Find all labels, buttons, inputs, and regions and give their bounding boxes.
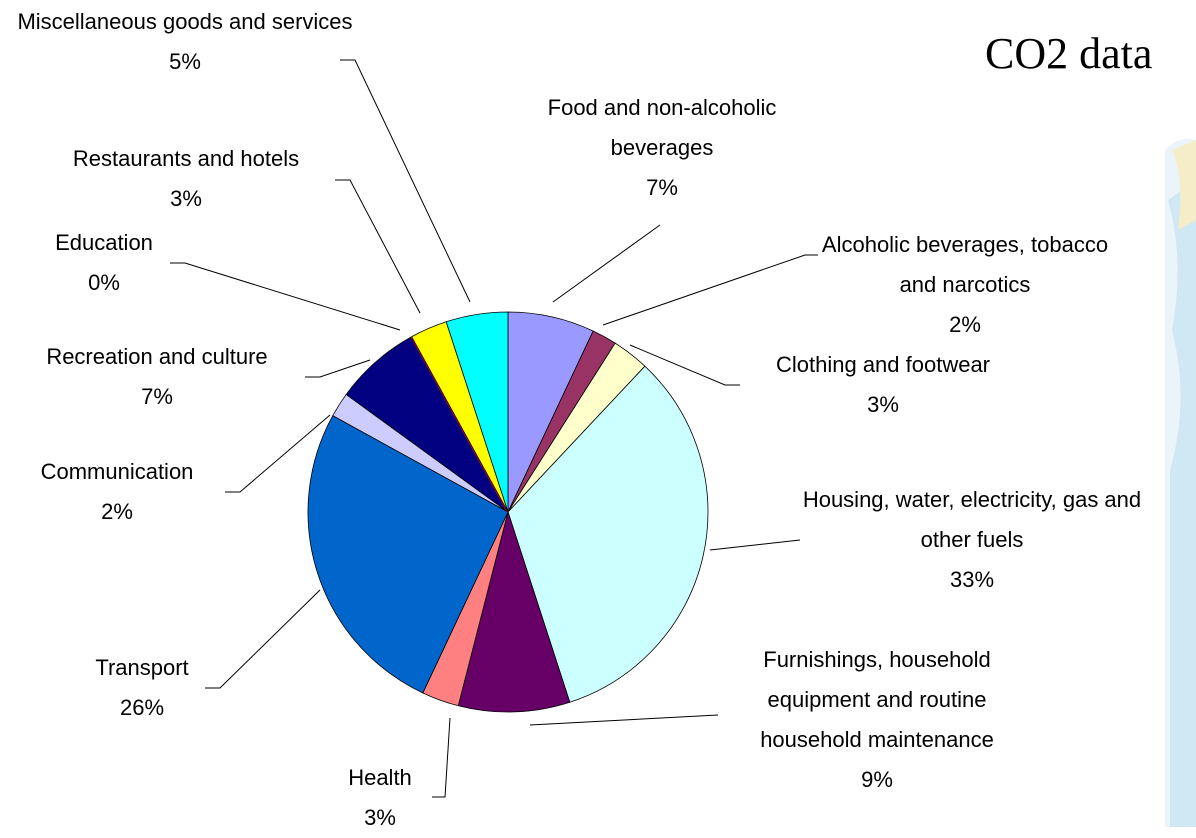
slice-value-label: 3% bbox=[364, 805, 396, 830]
slice-label: Recreation and culture 7% bbox=[7, 337, 307, 417]
leader-line bbox=[529, 714, 719, 726]
leader-line bbox=[335, 179, 421, 314]
leader-line bbox=[709, 539, 801, 551]
chart-title: CO2 data bbox=[985, 29, 1153, 78]
pie-slice bbox=[307, 415, 509, 694]
slice-value-label: 26% bbox=[119, 695, 165, 720]
leader-line bbox=[225, 414, 331, 493]
slice-label: Restaurants and hotels 3% bbox=[31, 139, 341, 219]
pie-slice bbox=[457, 510, 571, 713]
slice-name: Food and non-alcoholic beverages bbox=[547, 95, 777, 160]
pie-slice bbox=[507, 365, 709, 703]
slice-label: Furnishings, household equipment and rou… bbox=[717, 640, 1037, 800]
leader-line bbox=[170, 262, 401, 331]
slice-name: Transport bbox=[95, 655, 189, 680]
slice-value-label: 2% bbox=[101, 499, 133, 524]
slice-value-label: 5% bbox=[169, 49, 201, 74]
leader-line bbox=[340, 59, 471, 303]
slice-name: Health bbox=[348, 765, 412, 790]
slice-name: Recreation and culture bbox=[46, 344, 268, 369]
slice-label: Miscellaneous goods and services 5% bbox=[15, 2, 355, 82]
leader-line bbox=[205, 589, 321, 689]
leader-line bbox=[629, 344, 740, 386]
slice-value-label: 33% bbox=[949, 567, 995, 592]
slice-label: Communication 2% bbox=[2, 452, 232, 532]
slice-name: Restaurants and hotels bbox=[72, 146, 300, 171]
background-decoration bbox=[1165, 138, 1196, 827]
slice-name: Communication bbox=[40, 459, 194, 484]
slice-label: Housing, water, electricity, gas and oth… bbox=[802, 480, 1142, 600]
slice-value-label: 7% bbox=[646, 175, 678, 200]
slice-value-label: 2% bbox=[949, 312, 981, 337]
pie bbox=[307, 311, 709, 713]
slice-name: Education bbox=[55, 230, 153, 255]
slice-name: Furnishings, household equipment and rou… bbox=[760, 647, 994, 752]
slice-value-label: 0% bbox=[88, 270, 120, 295]
slice-value-label: 7% bbox=[141, 384, 173, 409]
slice-name: Housing, water, electricity, gas and oth… bbox=[802, 487, 1142, 552]
slice-label: Food and non-alcoholic beverages 7% bbox=[512, 88, 812, 208]
pie-slice bbox=[445, 311, 509, 513]
slice-name: Clothing and footwear bbox=[775, 352, 991, 377]
slice-value-label: 9% bbox=[861, 767, 893, 792]
slice-label: Alcoholic beverages, tobacco and narcoti… bbox=[815, 225, 1115, 345]
slice-label: Health 3% bbox=[320, 758, 440, 838]
leader-line bbox=[432, 717, 451, 798]
slice-label: Clothing and footwear 3% bbox=[733, 345, 1033, 425]
leader-line bbox=[305, 359, 371, 378]
leader-line bbox=[552, 224, 661, 303]
slice-name: Alcoholic beverages, tobacco and narcoti… bbox=[821, 232, 1109, 297]
slice-value-label: 3% bbox=[170, 186, 202, 211]
leader-lines bbox=[170, 59, 818, 798]
leader-line bbox=[602, 254, 818, 326]
slice-label: Education 0% bbox=[29, 223, 179, 303]
slice-name: Miscellaneous goods and services bbox=[17, 9, 353, 34]
slice-label: Transport 26% bbox=[67, 648, 217, 728]
slice-value-label: 3% bbox=[867, 392, 899, 417]
